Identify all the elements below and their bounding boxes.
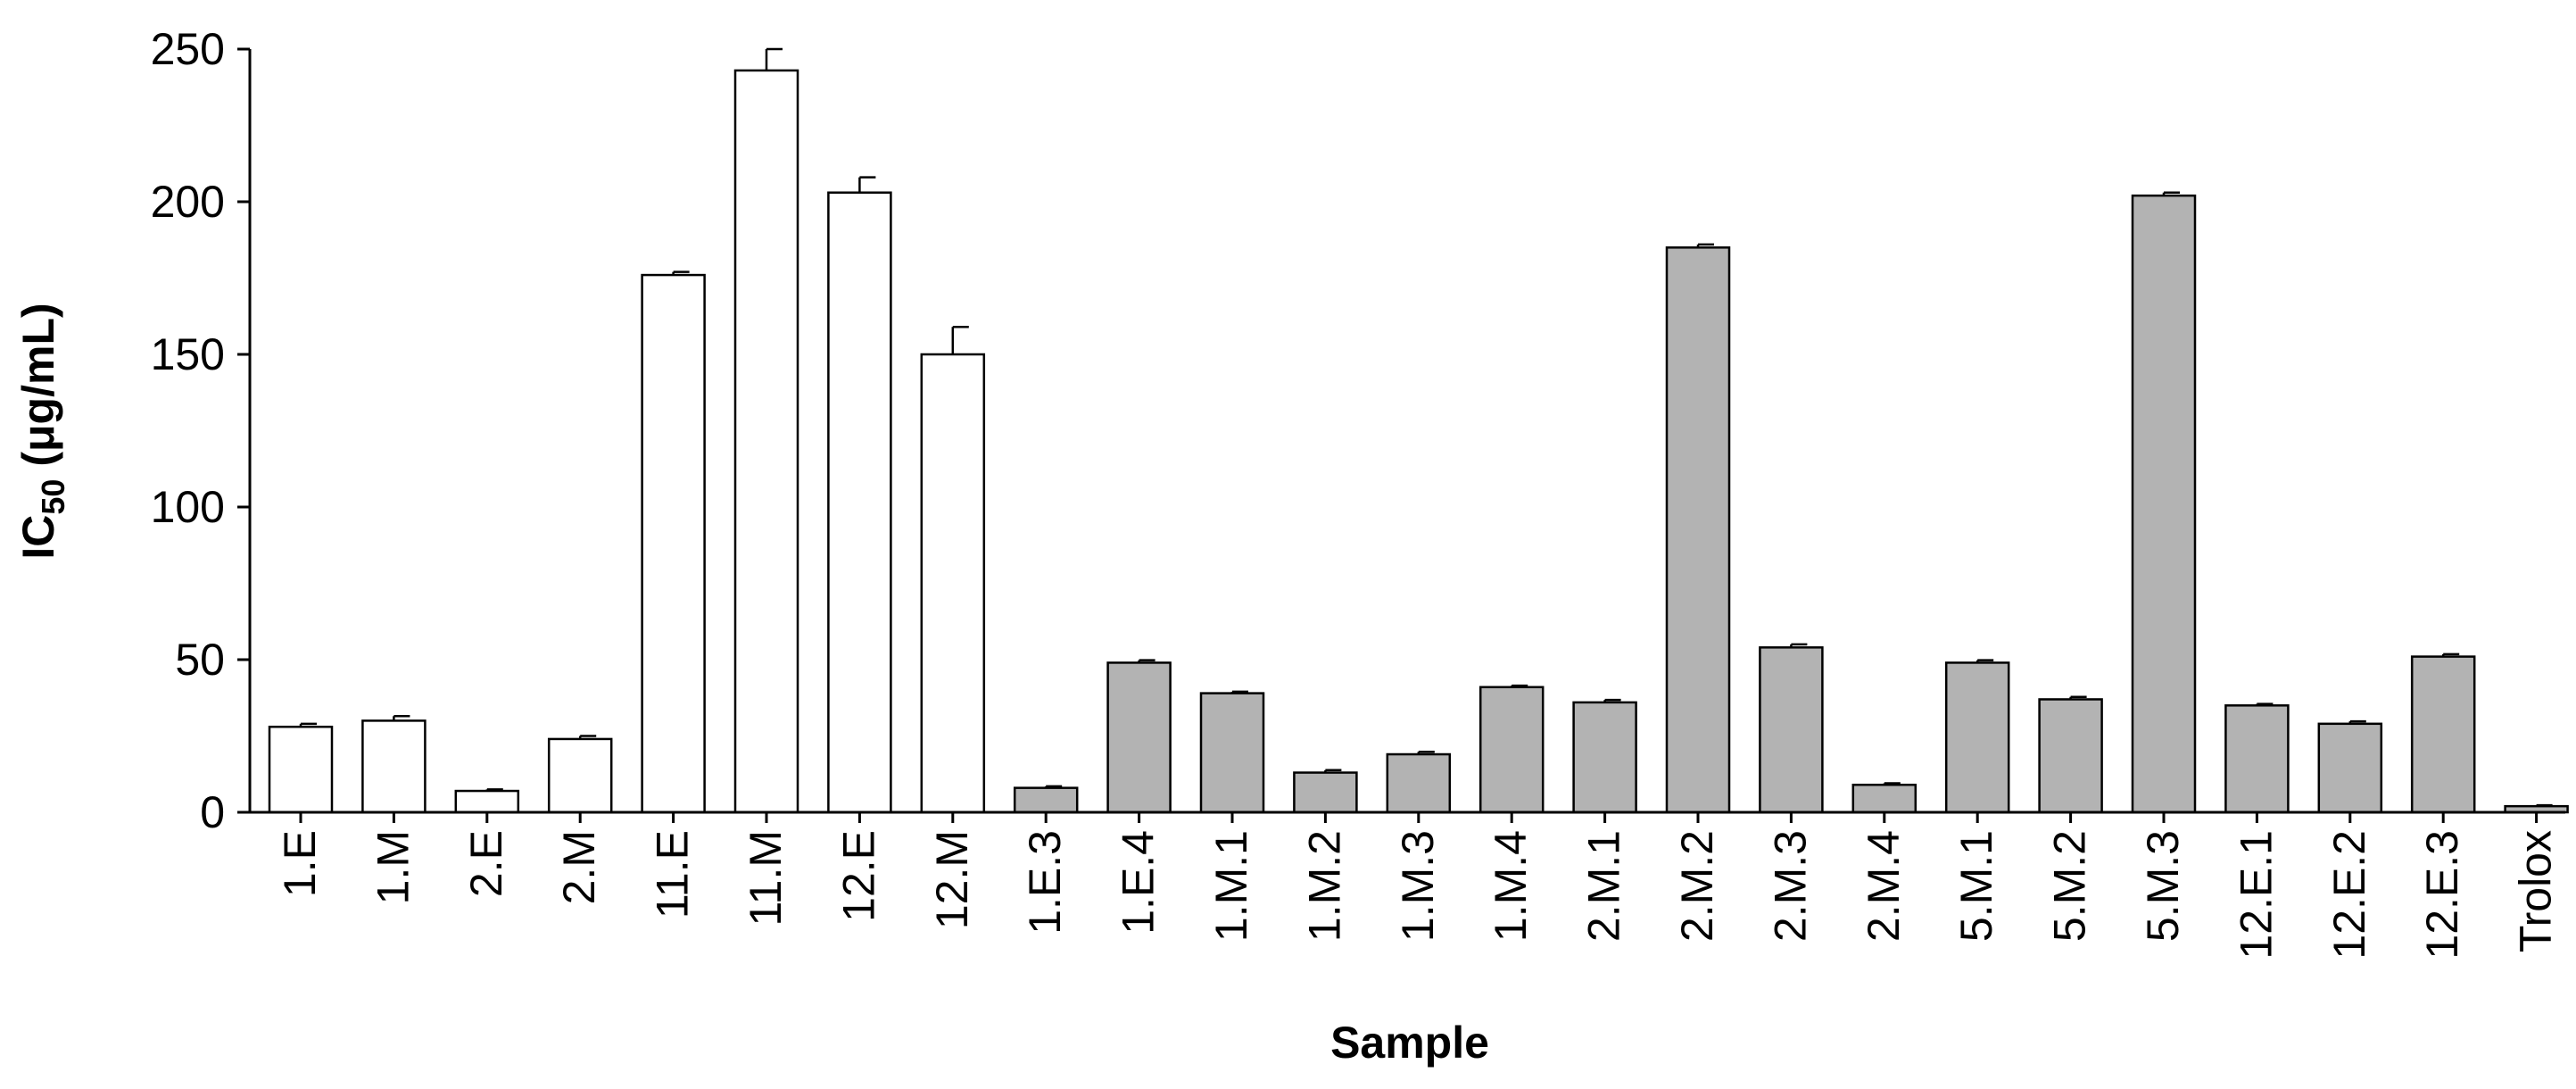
x-tick-label: 5.M.2 — [2045, 830, 2095, 942]
bar — [2038, 698, 2103, 814]
x-tick-label: 1.M.3 — [1393, 830, 1443, 942]
x-tick-label: 5.M.1 — [1951, 830, 2001, 942]
y-axis-title-unit: (μg/mL) — [13, 303, 63, 478]
y-axis-title-sub: 50 — [35, 479, 71, 515]
y-tick-label: 100 — [151, 482, 225, 532]
x-tick-label: 1.M.4 — [1486, 830, 1536, 942]
bar — [454, 789, 520, 814]
y-axis-ticks: 0 50 100 150 200 250 — [151, 24, 250, 837]
x-tick-label: 12.E.2 — [2324, 830, 2374, 960]
x-tick-label: 12.E.3 — [2417, 830, 2467, 960]
bar — [1944, 661, 2010, 814]
x-tick-label: 1.M.1 — [1206, 830, 1256, 942]
x-axis-ticks: 1.E 1.M 2.E 2.M 11.E 11.M 12.E 12.M 1.E.3 1.E.4 1.… — [275, 812, 2561, 960]
x-tick-label: 1.M.2 — [1299, 830, 1349, 942]
x-tick-label: 1.E.4 — [1114, 830, 1164, 935]
bar — [1386, 752, 1452, 814]
bar — [2131, 194, 2197, 814]
bar — [1572, 701, 1637, 814]
x-tick-label: 5.M.3 — [2138, 830, 2188, 942]
x-tick-label: 11.M — [741, 830, 791, 926]
bar — [1199, 692, 1265, 814]
bar — [1293, 771, 1358, 814]
x-tick-label: 12.E — [833, 830, 883, 922]
y-axis-title: IC50 (μg/mL) — [13, 303, 71, 559]
bar — [547, 737, 613, 814]
x-tick-label: 2.M.4 — [1859, 830, 1909, 942]
bar — [2224, 704, 2290, 814]
bar — [2317, 722, 2383, 814]
bar — [1665, 246, 1731, 814]
y-axis-title-main: IC — [13, 515, 63, 560]
x-tick-label: 1.M — [368, 830, 418, 904]
bars — [268, 47, 2569, 814]
bar — [268, 725, 334, 814]
x-tick-label: 2.M.3 — [1765, 830, 1815, 942]
x-tick-label: 2.M.2 — [1672, 830, 1722, 942]
y-tick-label: 50 — [175, 635, 225, 685]
bar — [2410, 655, 2476, 814]
y-tick-label: 150 — [151, 329, 225, 379]
y-tick-label: 200 — [151, 177, 225, 227]
bar — [641, 273, 706, 814]
y-tick-label: 250 — [151, 24, 225, 74]
x-tick-label: Trolox — [2511, 830, 2561, 952]
x-tick-label: 1.E — [275, 830, 325, 897]
x-axis-title: Sample — [1330, 1018, 1489, 1068]
x-tick-label: 2.M.1 — [1579, 830, 1629, 942]
y-tick-label: 0 — [200, 787, 225, 837]
x-tick-label: 1.E.3 — [1020, 830, 1070, 935]
x-tick-label: 2.E — [461, 830, 511, 897]
bar — [361, 719, 427, 814]
bar — [1479, 686, 1545, 814]
bar — [920, 353, 986, 814]
x-tick-label: 12.M — [927, 830, 977, 929]
bar — [733, 69, 799, 814]
bar — [827, 191, 892, 814]
bar — [1851, 783, 1918, 814]
x-tick-label: 11.E — [648, 830, 698, 919]
x-tick-label: 2.M — [554, 830, 604, 904]
bar — [1759, 646, 1824, 814]
bar — [1013, 786, 1079, 814]
x-tick-label: 12.E.1 — [2231, 830, 2281, 960]
bar — [1106, 661, 1172, 814]
